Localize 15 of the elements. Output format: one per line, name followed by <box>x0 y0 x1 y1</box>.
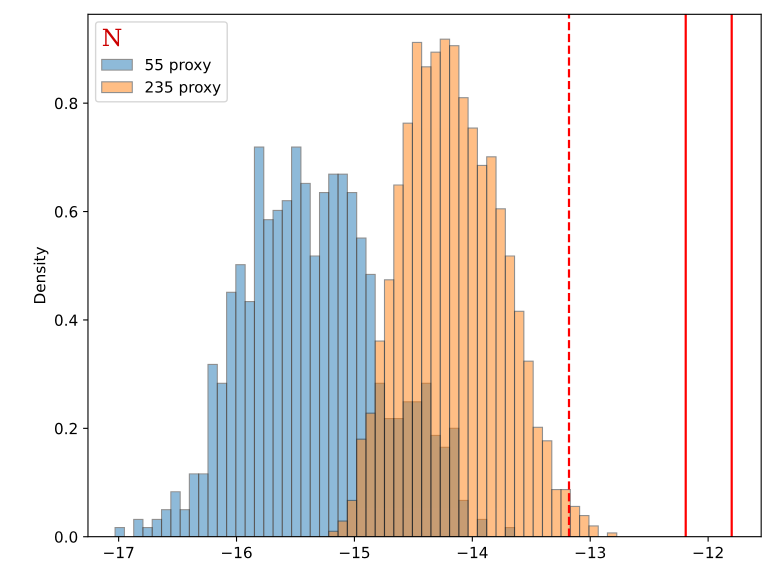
x-tick-label: −17 <box>104 546 134 558</box>
x-tick-label: −12 <box>694 546 723 558</box>
legend-label: 55 proxy <box>146 58 211 74</box>
y-tick-label: 0.0 <box>54 531 78 543</box>
legend-label: 235 proxy <box>146 81 221 96</box>
y-tick-label: 0.4 <box>54 314 78 326</box>
x-tick-label: −16 <box>222 546 252 558</box>
y-tick-label: 0.8 <box>54 98 78 110</box>
x-tick-label: −14 <box>458 546 488 558</box>
y-tick-label: 0.2 <box>54 422 77 434</box>
x-tick-label: −13 <box>576 546 606 558</box>
x-tick-label: −15 <box>340 546 370 558</box>
y-tick-label: 0.6 <box>54 206 78 218</box>
y-axis-title: Density <box>34 246 48 304</box>
legend-title: N <box>102 28 122 46</box>
